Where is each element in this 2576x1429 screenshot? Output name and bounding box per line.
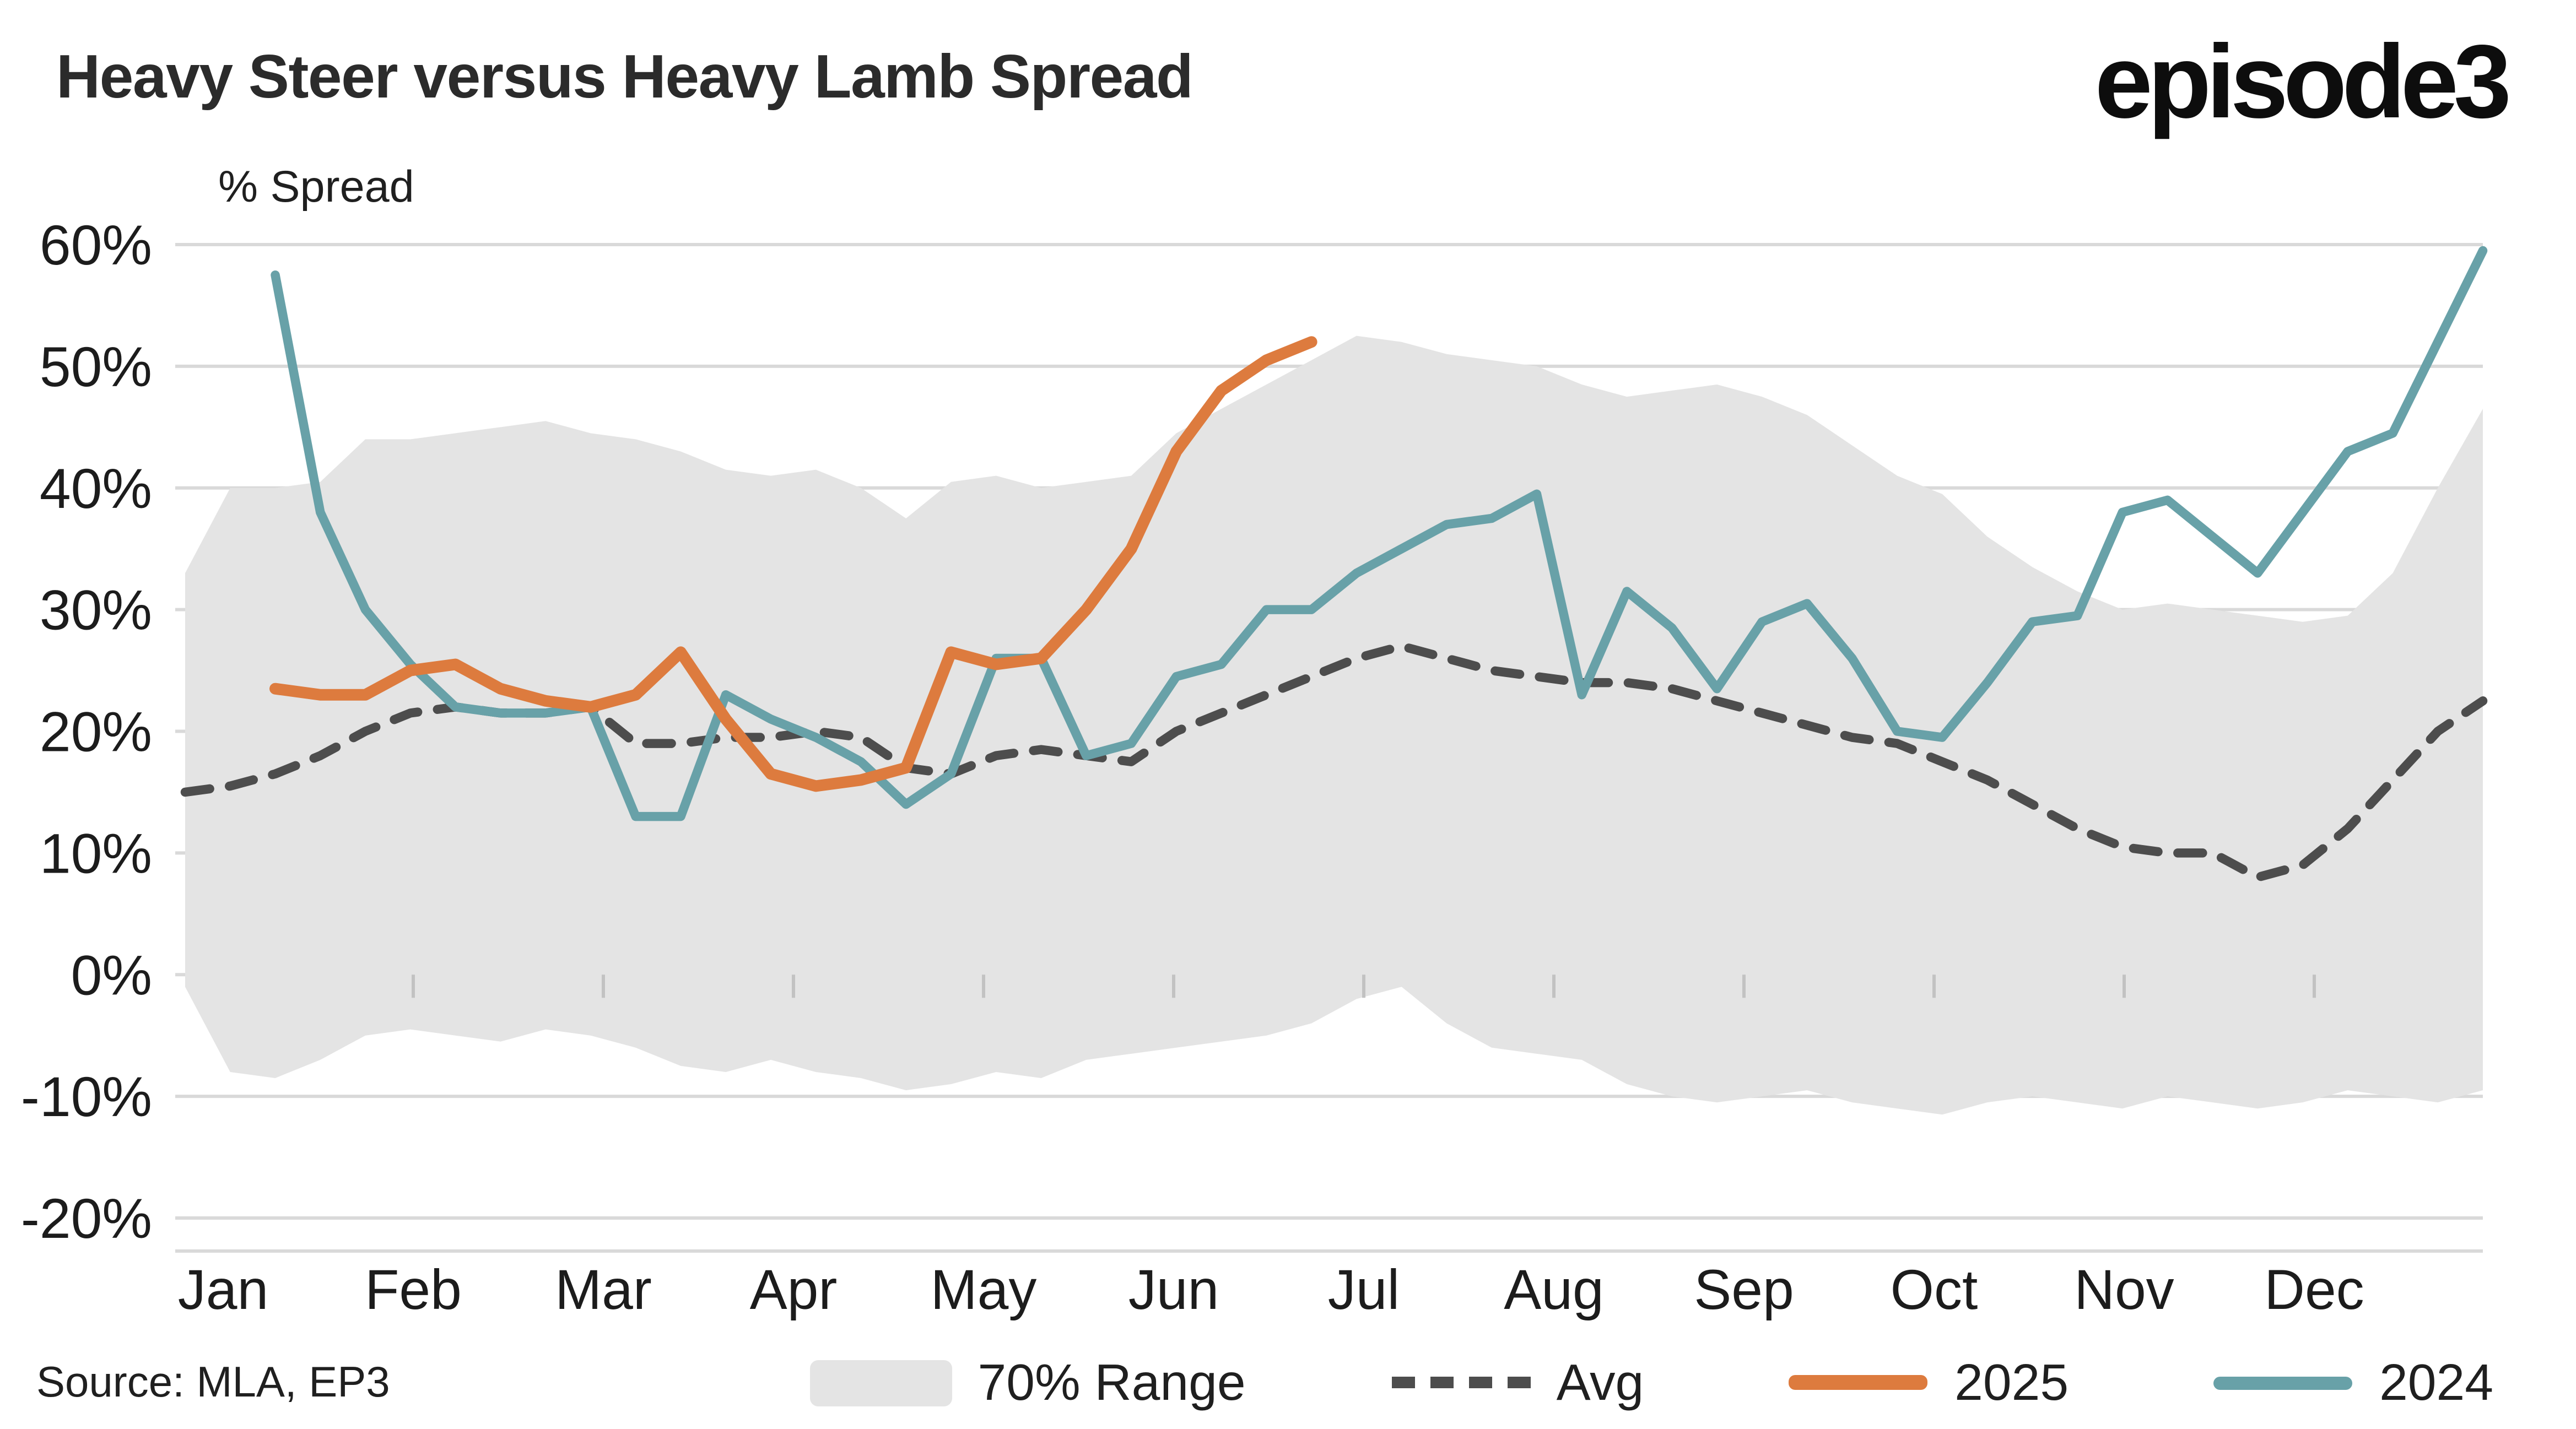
svg-text:Aug: Aug xyxy=(1504,1258,1604,1321)
svg-text:Jun: Jun xyxy=(1128,1258,1219,1321)
svg-text:Mar: Mar xyxy=(555,1258,652,1321)
legend-item-avg: Avg xyxy=(1391,1353,1644,1412)
svg-text:-20%: -20% xyxy=(21,1187,152,1250)
svg-text:40%: 40% xyxy=(40,457,152,520)
svg-text:-10%: -10% xyxy=(21,1065,152,1128)
svg-text:30%: 30% xyxy=(40,579,152,642)
line-2024-swatch-icon xyxy=(2214,1376,2353,1389)
page-title: Heavy Steer versus Heavy Lamb Spread xyxy=(56,43,1194,111)
svg-text:Feb: Feb xyxy=(365,1258,462,1321)
svg-text:0%: 0% xyxy=(71,944,152,1006)
spread-line-chart: -20% -10% 0% 10% 20% 30% 40% 50% 60% Jan Feb Mar Apr… xyxy=(21,214,2488,1321)
legend-label: 2025 xyxy=(1954,1352,2069,1411)
legend-label: Avg xyxy=(1556,1352,1644,1411)
svg-text:Jan: Jan xyxy=(178,1258,268,1321)
svg-text:Apr: Apr xyxy=(750,1258,838,1321)
svg-text:10%: 10% xyxy=(40,822,152,885)
svg-text:60%: 60% xyxy=(40,214,152,277)
y-axis-label: % Spread xyxy=(218,162,414,212)
legend-item-2025: 2025 xyxy=(1789,1353,2069,1412)
svg-text:Nov: Nov xyxy=(2074,1258,2174,1321)
svg-text:50%: 50% xyxy=(40,335,152,398)
svg-text:20%: 20% xyxy=(40,701,152,764)
source-note: Source: MLA, EP3 xyxy=(36,1357,390,1407)
legend-item-range: 70% Range xyxy=(809,1353,1246,1412)
line-2025-swatch-icon xyxy=(1789,1375,1929,1390)
legend-label: 70% Range xyxy=(978,1352,1246,1411)
svg-text:Dec: Dec xyxy=(2264,1258,2364,1321)
episode3-logo: episode3 xyxy=(2094,25,2512,140)
range-band-swatch-icon xyxy=(809,1359,952,1406)
avg-dashed-line-icon xyxy=(1391,1377,1530,1389)
svg-text:Oct: Oct xyxy=(1891,1258,1978,1321)
svg-text:Sep: Sep xyxy=(1694,1258,1794,1321)
svg-text:Jul: Jul xyxy=(1328,1258,1400,1321)
chart-footer: Source: MLA, EP3 70% Range Avg 2025 2024 xyxy=(36,1353,2516,1412)
chart-legend: 70% Range Avg 2025 2024 xyxy=(809,1353,2493,1412)
svg-text:May: May xyxy=(931,1258,1037,1321)
legend-item-2024: 2024 xyxy=(2214,1353,2493,1412)
legend-label: 2024 xyxy=(2379,1352,2493,1411)
